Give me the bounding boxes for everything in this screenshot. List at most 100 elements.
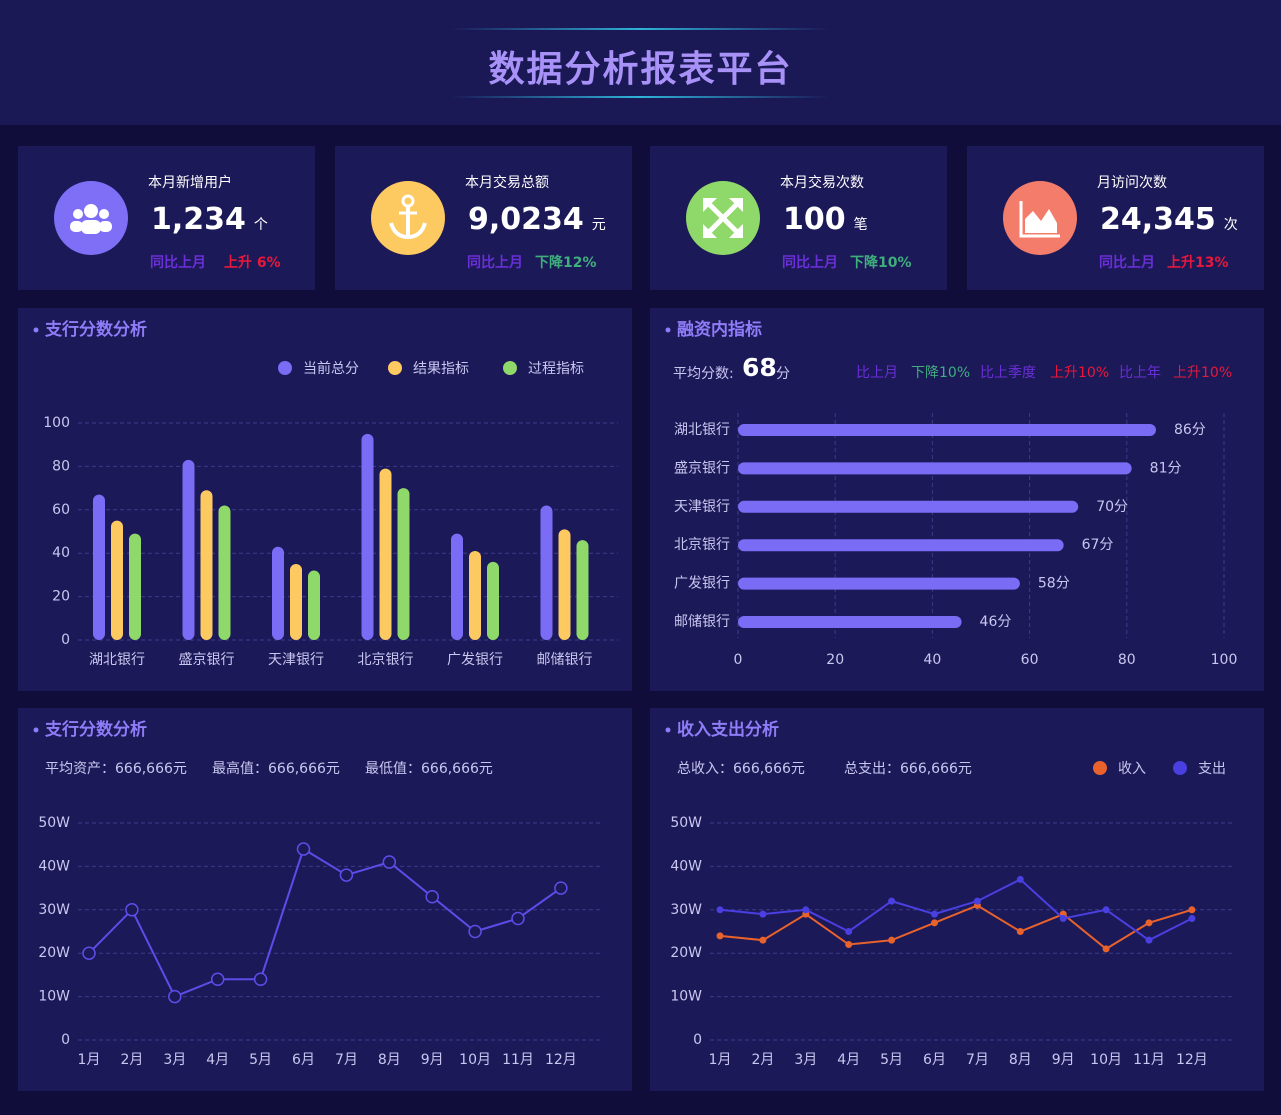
panel-title: 支行分数分析 xyxy=(45,319,147,340)
legend-label: 过程指标 xyxy=(528,361,584,377)
bar xyxy=(129,533,141,640)
point xyxy=(1188,914,1196,922)
point xyxy=(888,897,896,905)
x-tick-label: 5月 xyxy=(880,1052,903,1068)
kpi-change: 上升 6% xyxy=(224,255,281,271)
compare-change: 上升10% xyxy=(1173,365,1232,381)
compare-change: 下降10% xyxy=(911,365,970,381)
bar xyxy=(540,505,553,640)
x-tick-label: 4月 xyxy=(206,1052,229,1068)
icon-glyph xyxy=(703,198,743,238)
kpi-number: 24,345 xyxy=(1100,202,1216,237)
compare-label: 比上月 xyxy=(856,365,898,381)
kpi-value: 100 笔 xyxy=(783,202,868,237)
x-tick-label: 0 xyxy=(734,652,743,668)
x-tick-label: 4月 xyxy=(837,1052,860,1068)
x-tick-label: 1月 xyxy=(709,1052,732,1068)
kpi-card: 本月交易次数 100 笔同比上月 下降10% xyxy=(650,146,947,290)
bar xyxy=(93,494,105,640)
bar xyxy=(576,540,589,640)
x-tick-label: 8月 xyxy=(1009,1052,1032,1068)
bar xyxy=(738,577,1020,590)
y-tick-label: 湖北银行 xyxy=(674,422,730,438)
point xyxy=(1188,906,1196,914)
bar xyxy=(738,539,1064,552)
kpi-value: 24,345 次 xyxy=(1100,202,1238,237)
bar xyxy=(308,570,320,640)
x-tick-label: 9月 xyxy=(421,1052,444,1068)
icon-glyph xyxy=(1019,201,1060,238)
legend-label: 当前总分 xyxy=(303,360,359,377)
y-tick-label: 60 xyxy=(52,502,70,518)
stat: 平均资产：666,666元 xyxy=(45,761,187,777)
bar xyxy=(487,561,499,640)
point xyxy=(1145,919,1153,927)
kpi-change: 下降10% xyxy=(850,255,912,271)
point xyxy=(716,932,724,940)
value-label: 67分 xyxy=(1082,537,1114,553)
kpi-icon xyxy=(54,181,128,255)
y-tick-label: 10W xyxy=(38,989,70,1005)
point xyxy=(554,881,568,895)
legend-swatch xyxy=(503,361,517,375)
y-tick-label: 50W xyxy=(670,815,702,831)
hbar-panel: 融资内指标平均分数: 68 分比上月 下降10% 比上季度 上升10% 比上年 上升10%0 2… xyxy=(650,308,1264,691)
legend-swatch xyxy=(278,361,292,375)
kpi-number: 100 xyxy=(783,202,846,237)
y-tick-label: 80 xyxy=(52,458,70,474)
kpi-change: 上升13% xyxy=(1167,255,1229,271)
title-bullet xyxy=(33,727,39,733)
y-tick-label: 30W xyxy=(670,902,702,918)
point xyxy=(759,936,767,944)
point xyxy=(845,928,853,935)
y-tick-label: 天津银行 xyxy=(674,499,730,515)
point xyxy=(210,972,225,986)
kpi-change: 下降12% xyxy=(535,255,597,271)
kpi-label: 本月交易总额 xyxy=(465,175,549,191)
y-tick-label: 0 xyxy=(693,1032,702,1048)
series-line xyxy=(719,904,1193,951)
x-tick-label: 12月 xyxy=(545,1052,577,1068)
y-tick-label: 0 xyxy=(61,1032,70,1048)
x-tick-label: 6月 xyxy=(923,1052,946,1068)
bar xyxy=(738,616,962,628)
kpi-label: 本月交易次数 xyxy=(780,175,864,191)
y-tick-label: 40W xyxy=(38,858,70,874)
y-tick-label: 北京银行 xyxy=(674,537,730,553)
compare-label: 比上季度 xyxy=(980,365,1036,381)
value-label: 58分 xyxy=(1038,576,1070,592)
point xyxy=(168,989,182,1004)
bar xyxy=(379,468,392,640)
bar xyxy=(558,529,571,640)
panel-title: 融资内指标 xyxy=(677,319,762,340)
bar xyxy=(111,520,123,640)
legend-label: 收入 xyxy=(1118,761,1146,777)
stat: 最低值：666,666元 xyxy=(365,761,493,777)
bar xyxy=(738,462,1132,475)
decor-line xyxy=(450,96,830,98)
bar xyxy=(397,488,410,640)
bar xyxy=(200,490,213,640)
y-tick-label: 30W xyxy=(38,902,70,918)
compare-label: 比上年 xyxy=(1119,365,1161,381)
point xyxy=(425,890,439,904)
stat: 总支出：666,666元 xyxy=(844,761,972,777)
point xyxy=(382,855,397,869)
icon-glyph xyxy=(389,194,427,240)
kpi-compare: 同比上月 xyxy=(467,255,523,271)
x-tick-label: 11月 xyxy=(502,1052,534,1068)
kpi-label: 本月新增用户 xyxy=(148,175,232,191)
bar xyxy=(469,551,481,640)
y-tick-label: 20W xyxy=(38,945,70,961)
kpi-number: 9,0234 xyxy=(468,202,584,237)
x-tick-label: 20 xyxy=(826,652,844,668)
x-tick-label: 12月 xyxy=(1176,1052,1208,1068)
title-bullet xyxy=(665,327,671,333)
point xyxy=(888,936,896,944)
point xyxy=(296,842,311,856)
bar xyxy=(272,546,284,640)
summary-value: 68 xyxy=(742,353,777,382)
legend-swatch xyxy=(1093,761,1107,775)
